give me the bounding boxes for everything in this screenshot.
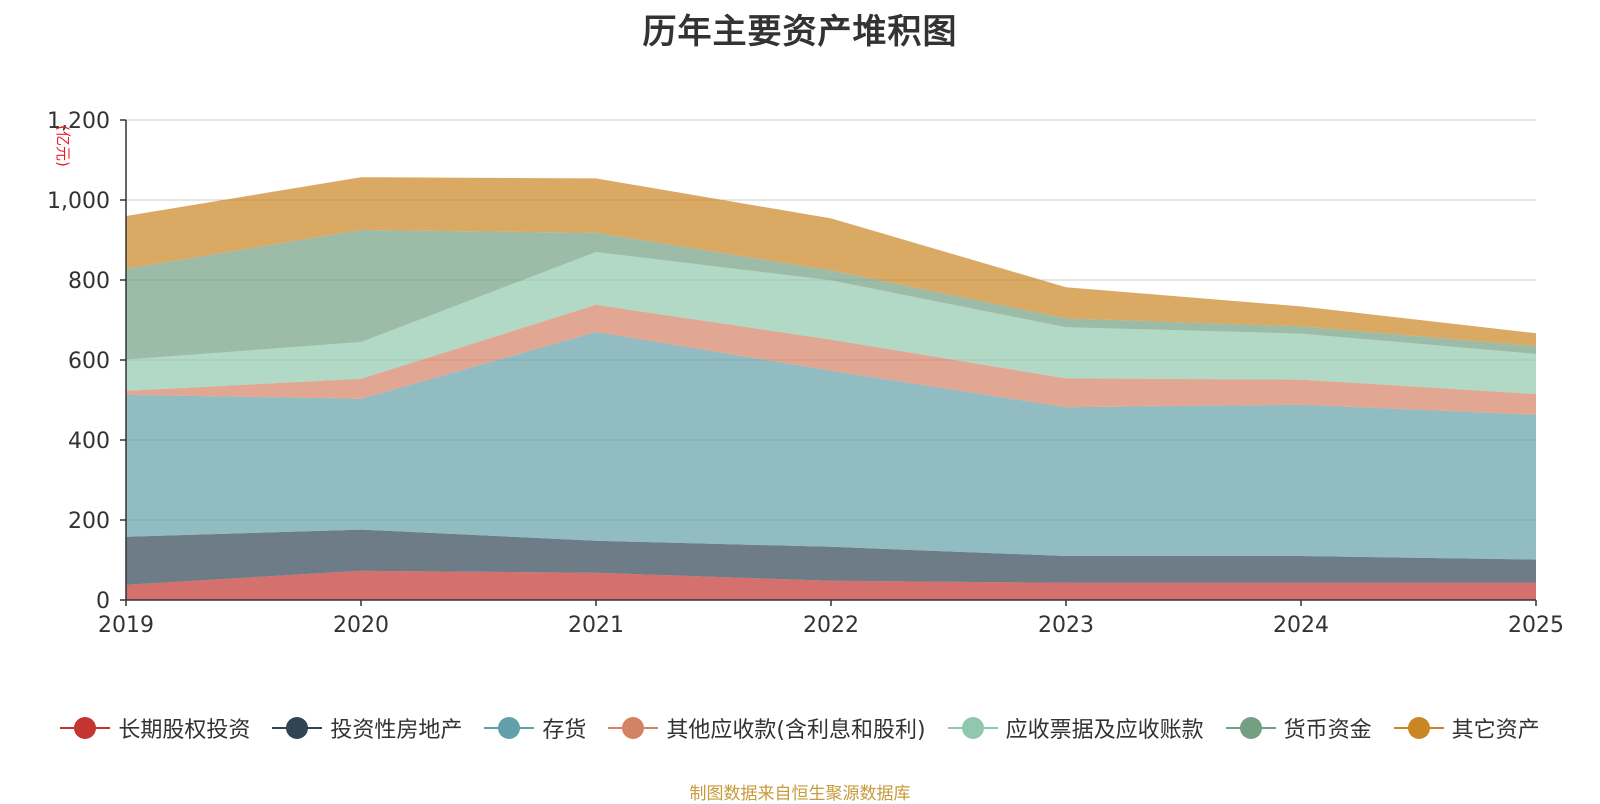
area-6[interactable]: [126, 230, 1536, 360]
legend-marker: [484, 716, 535, 740]
x-tick-label: 2022: [803, 613, 859, 638]
legend-label: 长期股权投资: [118, 718, 251, 743]
legend-item-5[interactable]: 应收票据及应收账款: [947, 712, 1204, 744]
legend-label: 货币资金: [1283, 718, 1372, 743]
x-tick-label: 2019: [98, 613, 154, 638]
legend-label: 其它资产: [1451, 718, 1540, 743]
area-4[interactable]: [126, 304, 1536, 415]
area-1[interactable]: [126, 570, 1536, 600]
axes: 0 200 400 600 800 1,000 1,200 2019 2020 2021 2022 2…: [47, 109, 1564, 638]
y-tick-label: 1,000: [47, 189, 110, 214]
y-tick-label: 800: [68, 269, 110, 294]
y-tick-label: 1,200: [47, 109, 110, 134]
x-tick-label: 2024: [1273, 613, 1329, 638]
stacked-area-chart: 0 200 400 600 800 1,000 1,200 2019 2020 2021 2022 2…: [47, 109, 1564, 638]
legend-item-4[interactable]: 其他应收款(含利息和股利): [608, 712, 926, 744]
legend-label: 投资性房地产: [330, 718, 463, 743]
legend-label: 其他应收款(含利息和股利): [666, 718, 926, 743]
legend-marker: [608, 716, 659, 740]
x-tick-label: 2020: [333, 613, 389, 638]
legend: 长期股权投资 投资性房地产 存货 其他应收款(含利息和股利) 应收票据及应收账款 货币资金…: [0, 712, 1600, 744]
legend-label: 应收票据及应收账款: [1005, 718, 1204, 743]
legend-item-1[interactable]: 长期股权投资: [60, 712, 250, 744]
legend-marker: [272, 716, 323, 740]
y-tick-label: 600: [68, 349, 110, 374]
x-tick-label: 2023: [1038, 613, 1094, 638]
area-5[interactable]: [126, 252, 1536, 394]
y-tick-label: 200: [68, 509, 110, 534]
y-tick-label: 0: [96, 589, 110, 614]
legend-marker: [1225, 716, 1276, 740]
legend-item-7[interactable]: 其它资产: [1393, 712, 1540, 744]
y-tick-label: 400: [68, 429, 110, 454]
legend-marker: [60, 716, 111, 740]
legend-marker: [947, 716, 998, 740]
legend-item-3[interactable]: 存货: [484, 712, 586, 744]
chart-title: 历年主要资产堆积图: [642, 12, 958, 52]
area-7[interactable]: [126, 177, 1536, 346]
area-3[interactable]: [126, 332, 1536, 560]
x-tick-label: 2021: [568, 613, 624, 638]
area-series: [126, 177, 1536, 600]
legend-label: 存货: [542, 718, 587, 743]
legend-item-2[interactable]: 投资性房地产: [272, 712, 462, 744]
x-tick-label: 2025: [1508, 613, 1564, 638]
y-axis-label: (亿元): [54, 125, 72, 167]
legend-item-6[interactable]: 货币资金: [1225, 712, 1372, 744]
source-note: 制图数据来自恒生聚源数据库: [689, 784, 911, 804]
area-2[interactable]: [126, 529, 1536, 585]
legend-marker: [1393, 716, 1444, 740]
